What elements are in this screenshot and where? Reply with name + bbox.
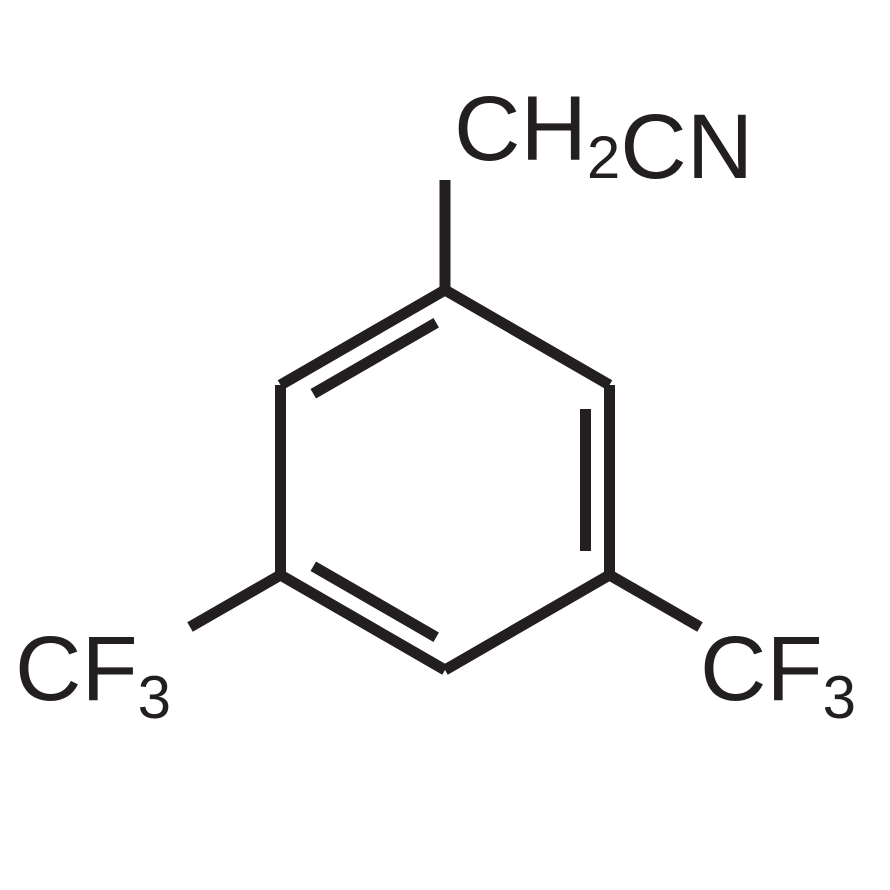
svg-text:CF3: CF3: [15, 618, 171, 731]
molecule-diagram: CH2CN CF3 CF3: [0, 0, 890, 890]
svg-text:CH2CN: CH2CN: [454, 78, 753, 198]
svg-text:CF3: CF3: [700, 618, 856, 731]
